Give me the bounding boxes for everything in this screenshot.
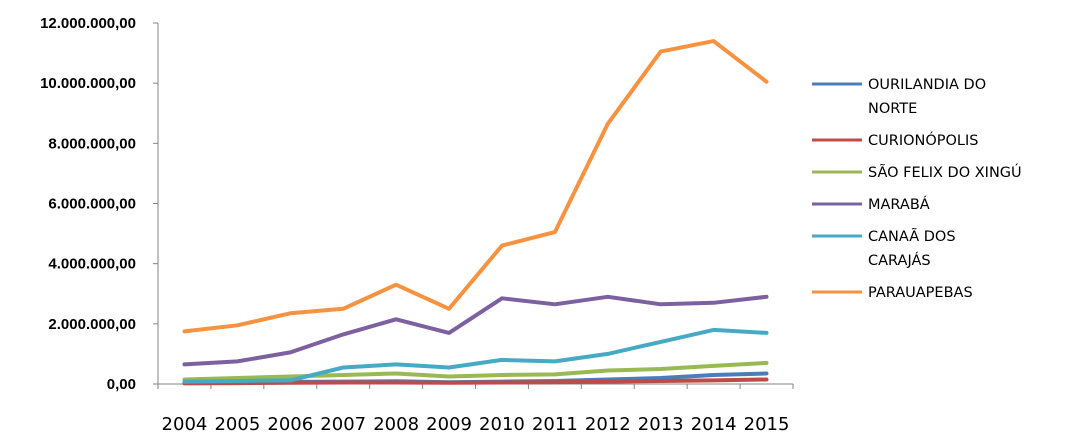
y-tick-label: 4.000.000,00 xyxy=(48,256,136,273)
series-line-4 xyxy=(182,327,769,384)
y-axis: 0,00 2.000.000,00 4.000.000,00 6.000.000,00… xyxy=(40,15,159,393)
x-tick-label: 2013 xyxy=(638,414,684,435)
legend-entry: CURIONÓPOLIS xyxy=(812,131,978,149)
legend-label: CANAÃ DOS xyxy=(868,228,956,245)
y-tick-label: 0,00 xyxy=(107,376,136,393)
x-tick-label: 2006 xyxy=(267,414,313,435)
legend-label: MARABÁ xyxy=(868,196,930,213)
series-line-2 xyxy=(182,360,769,382)
y-tick-label: 2.000.000,00 xyxy=(48,316,136,333)
x-tick-label: 2004 xyxy=(162,414,208,435)
legend-label: NORTE xyxy=(868,101,917,117)
x-tick-label: 2007 xyxy=(320,414,366,435)
legend-label: CARAJÁS xyxy=(868,252,931,269)
legend-entry: OURILANDIA DO NORTE xyxy=(812,77,986,117)
legend-entry: CANAÃ DOS CARAJÁS xyxy=(812,228,956,269)
y-tick-label: 6.000.000,00 xyxy=(48,196,136,213)
y-tick-label: 8.000.000,00 xyxy=(48,135,136,152)
x-tick-label: 2009 xyxy=(426,414,472,435)
x-tick-label: 2005 xyxy=(214,414,260,435)
y-tick-label: 12.000.000,00 xyxy=(40,15,136,32)
series-line-5 xyxy=(182,39,769,334)
legend-label: SÃO FELIX DO XINGÚ xyxy=(868,163,1022,181)
legend-entry: MARABÁ xyxy=(812,196,930,213)
y-tick-label: 10.000.000,00 xyxy=(40,75,136,92)
x-axis: 2004 2005 2006 2007 2008 2009 2010 2011 2012 2013… xyxy=(157,383,794,435)
x-tick-label: 2014 xyxy=(691,414,737,435)
legend-entry: PARAUAPEBAS xyxy=(812,285,973,301)
legend: OURILANDIA DO NORTE CURIONÓPOLIS SÃO FELIX … xyxy=(812,77,1022,301)
x-tick-label: 2011 xyxy=(532,414,578,435)
x-tick-label: 2010 xyxy=(479,414,525,435)
series-line-1 xyxy=(182,377,769,386)
legend-label: OURILANDIA DO xyxy=(868,77,986,93)
legend-entry: SÃO FELIX DO XINGÚ xyxy=(812,163,1022,181)
x-tick-label: 2015 xyxy=(744,414,790,435)
series-lines xyxy=(182,39,769,386)
legend-label: CURIONÓPOLIS xyxy=(868,131,978,149)
x-tick-label: 2012 xyxy=(585,414,631,435)
x-tick-label: 2008 xyxy=(373,414,419,435)
series-line-3 xyxy=(182,294,769,367)
legend-label: PARAUAPEBAS xyxy=(868,285,973,301)
